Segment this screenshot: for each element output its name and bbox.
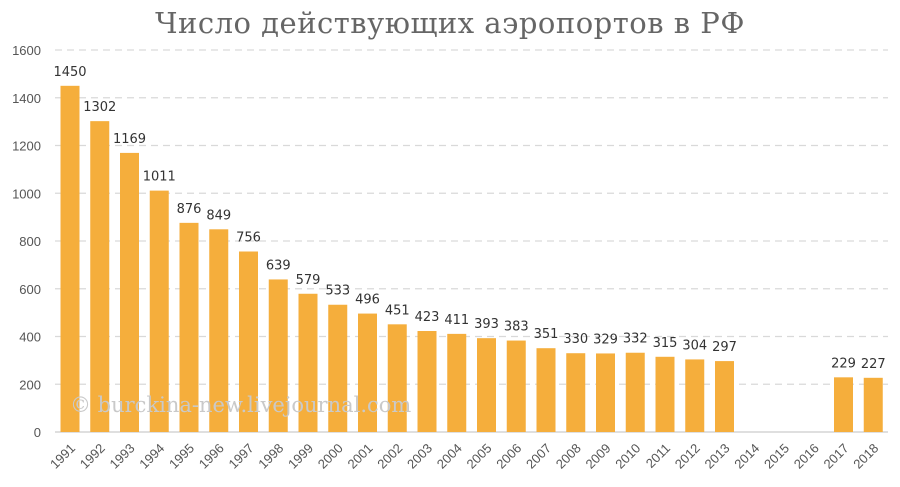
x-tick-label-2018: 2018 [850, 441, 881, 472]
bar-1993 [120, 152, 139, 432]
x-tick-label-2009: 2009 [583, 441, 614, 472]
data-label-2012: 304 [682, 338, 707, 353]
x-tick-label-1995: 1995 [166, 441, 197, 472]
bar-2002 [387, 324, 407, 432]
data-label-1998: 639 [266, 258, 291, 273]
bars [60, 85, 883, 433]
bar-2017 [834, 377, 853, 432]
bar-1999 [298, 293, 318, 432]
watermark: © burckina-new.livejournal.com [70, 393, 412, 417]
x-tick-label-1993: 1993 [107, 441, 138, 472]
x-tick-label-2001: 2001 [345, 441, 376, 472]
bar-1997 [239, 251, 258, 432]
data-label-1999: 579 [296, 273, 321, 288]
bar-2012 [685, 359, 705, 432]
data-label-2006: 383 [504, 320, 529, 335]
data-label-2004: 411 [444, 313, 469, 328]
bar-2007 [536, 348, 556, 432]
x-tick-label-2017: 2017 [821, 441, 852, 472]
bar-1994 [149, 190, 169, 432]
bar-2018 [863, 377, 883, 432]
x-tick-label-2015: 2015 [761, 441, 792, 472]
bar-2000 [328, 304, 348, 432]
data-label-2013: 297 [712, 340, 737, 355]
bar-1992 [90, 121, 110, 433]
data-label-2009: 329 [593, 332, 618, 347]
data-label-2007: 351 [534, 327, 559, 342]
x-tick-label-2012: 2012 [672, 441, 703, 472]
x-tick-label-2005: 2005 [464, 441, 495, 472]
bar-2006 [506, 340, 526, 432]
y-tick-label: 1200 [12, 139, 41, 154]
data-label-2003: 423 [415, 310, 440, 325]
x-tick-label-2013: 2013 [702, 441, 733, 472]
y-tick-label: 800 [19, 234, 41, 249]
x-tick-label-1991: 1991 [47, 441, 78, 472]
data-label-2011: 315 [653, 336, 678, 351]
x-tick-label-2008: 2008 [553, 441, 584, 472]
bar-2010 [625, 352, 645, 432]
data-label-2001: 496 [355, 293, 380, 308]
x-tick-label-2002: 2002 [374, 441, 405, 472]
chart-title: Число действующих аэропортов в РФ [155, 6, 745, 40]
x-tick-label-2004: 2004 [434, 441, 465, 472]
y-tick-label: 200 [19, 377, 41, 392]
x-tick-label-1997: 1997 [226, 441, 257, 472]
data-label-2000: 533 [325, 284, 350, 299]
bar-1995 [179, 222, 199, 432]
x-tick-label-2006: 2006 [493, 441, 524, 472]
x-tick-label-2011: 2011 [643, 441, 673, 471]
data-label-2005: 393 [474, 317, 499, 332]
bar-2009 [596, 353, 615, 432]
y-tick-label: 1000 [12, 186, 41, 201]
data-label-1995: 876 [177, 202, 202, 217]
x-tick-label-1998: 1998 [255, 441, 286, 472]
y-tick-label: 600 [19, 282, 41, 297]
data-label-1991: 1450 [53, 65, 86, 80]
x-tick-label-2010: 2010 [612, 441, 643, 472]
x-tick-label-2000: 2000 [315, 441, 346, 472]
x-tick-label-2016: 2016 [791, 441, 822, 472]
bar-2011 [655, 356, 675, 432]
data-label-2002: 451 [385, 303, 410, 318]
x-tick-label-1999: 1999 [285, 441, 316, 472]
y-tick-label: 400 [19, 330, 41, 345]
data-label-1992: 1302 [83, 100, 116, 115]
x-tick-label-1994: 1994 [136, 441, 167, 472]
data-labels: 1450 1302 1169 1011 876 849 756 639 579 533 496 451… [53, 65, 885, 372]
x-tick-label-1996: 1996 [196, 441, 227, 472]
bar-1996 [209, 229, 229, 432]
y-tick-label: 1600 [12, 43, 41, 58]
data-label-2008: 330 [563, 332, 588, 347]
bar-2001 [358, 313, 377, 432]
bar-2005 [477, 338, 496, 432]
x-tick-label-2014: 2014 [731, 441, 762, 472]
x-tick-label-2007: 2007 [523, 441, 554, 472]
data-label-1997: 756 [236, 231, 261, 246]
data-label-2018: 227 [861, 357, 886, 372]
y-tick-label: 1400 [12, 91, 41, 106]
bar-1991 [60, 85, 80, 432]
bar-2003 [417, 331, 437, 432]
data-label-1994: 1011 [143, 170, 176, 185]
data-label-2010: 332 [623, 332, 648, 347]
x-tick-label-1992: 1992 [77, 441, 108, 472]
data-label-1996: 849 [206, 208, 231, 223]
bar-2004 [447, 333, 467, 432]
y-tick-label: 0 [34, 425, 41, 440]
data-label-1993: 1169 [113, 132, 146, 147]
bar-2013 [715, 361, 734, 432]
data-label-2017: 229 [831, 356, 856, 371]
bar-2008 [566, 353, 586, 432]
bar-1998 [268, 279, 288, 432]
x-tick-label-2003: 2003 [404, 441, 435, 472]
